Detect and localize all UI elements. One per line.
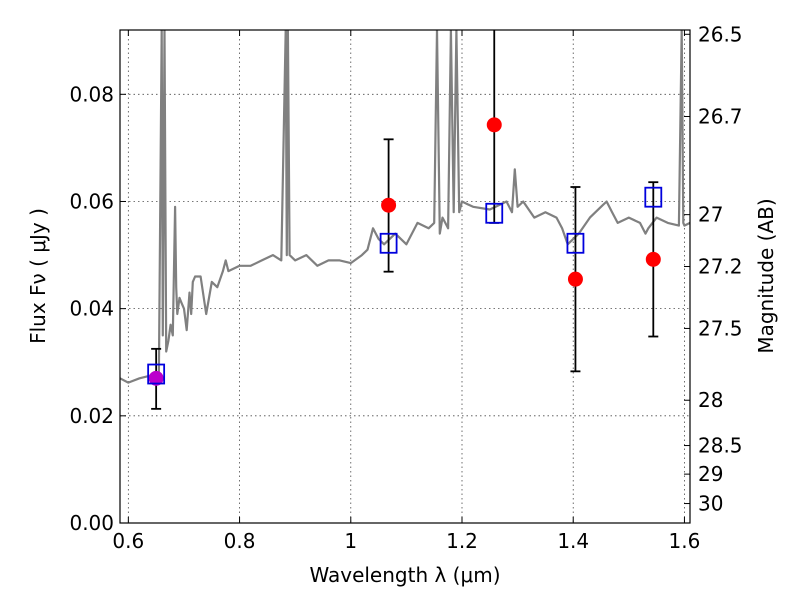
observed-point (486, 117, 502, 133)
model-point (379, 232, 398, 254)
model-point (485, 202, 504, 224)
x-tick-label: 1.6 (669, 529, 701, 553)
model-point (566, 232, 585, 254)
y-tick-label: 0.02 (69, 404, 114, 428)
x-axis-label: Wavelength λ (μm) (309, 563, 500, 587)
mag-tick-label: 27.5 (698, 316, 743, 340)
x-tick-label: 0.6 (112, 529, 144, 553)
mag-tick-label: 30 (698, 492, 723, 516)
observed-point (148, 370, 164, 386)
mag-tick-label: 28.5 (698, 434, 743, 458)
y-tick-label: 0.08 (69, 82, 114, 106)
x-tick-label: 1 (344, 529, 357, 553)
mag-tick-label: 28 (698, 388, 723, 412)
data-layer (120, 30, 690, 410)
right-axis-label: Magnitude (AB) (754, 198, 778, 353)
observed-point (567, 271, 583, 287)
model-point (644, 186, 663, 208)
mag-tick-label: 26.7 (698, 105, 743, 129)
grid-layer (120, 30, 690, 524)
y-tick-label: 0.04 (69, 297, 114, 321)
x-tick-label: 1.2 (446, 529, 478, 553)
tick-layer: 0.6 0.8 1 1.2 1.4 1.6 0.00 0.02 0.04 0.06 0.08 26.5… (69, 22, 742, 553)
y-axis-label: Flux Fν ( μJy ) (26, 208, 50, 344)
x-tick-label: 1.4 (557, 529, 589, 553)
spectrum-line (120, 30, 690, 384)
mag-tick-label: 26.5 (698, 22, 743, 46)
mag-tick-label: 29 (698, 462, 723, 486)
model-point (147, 363, 166, 385)
observed-point (381, 197, 397, 213)
observed-point (645, 251, 661, 267)
y-tick-label: 0.06 (69, 189, 114, 213)
mag-tick-label: 27 (698, 203, 723, 227)
x-tick-label: 0.8 (224, 529, 256, 553)
y-tick-label: 0.00 (69, 511, 114, 535)
mag-tick-label: 27.2 (698, 255, 743, 279)
plot-frame (119, 29, 691, 524)
